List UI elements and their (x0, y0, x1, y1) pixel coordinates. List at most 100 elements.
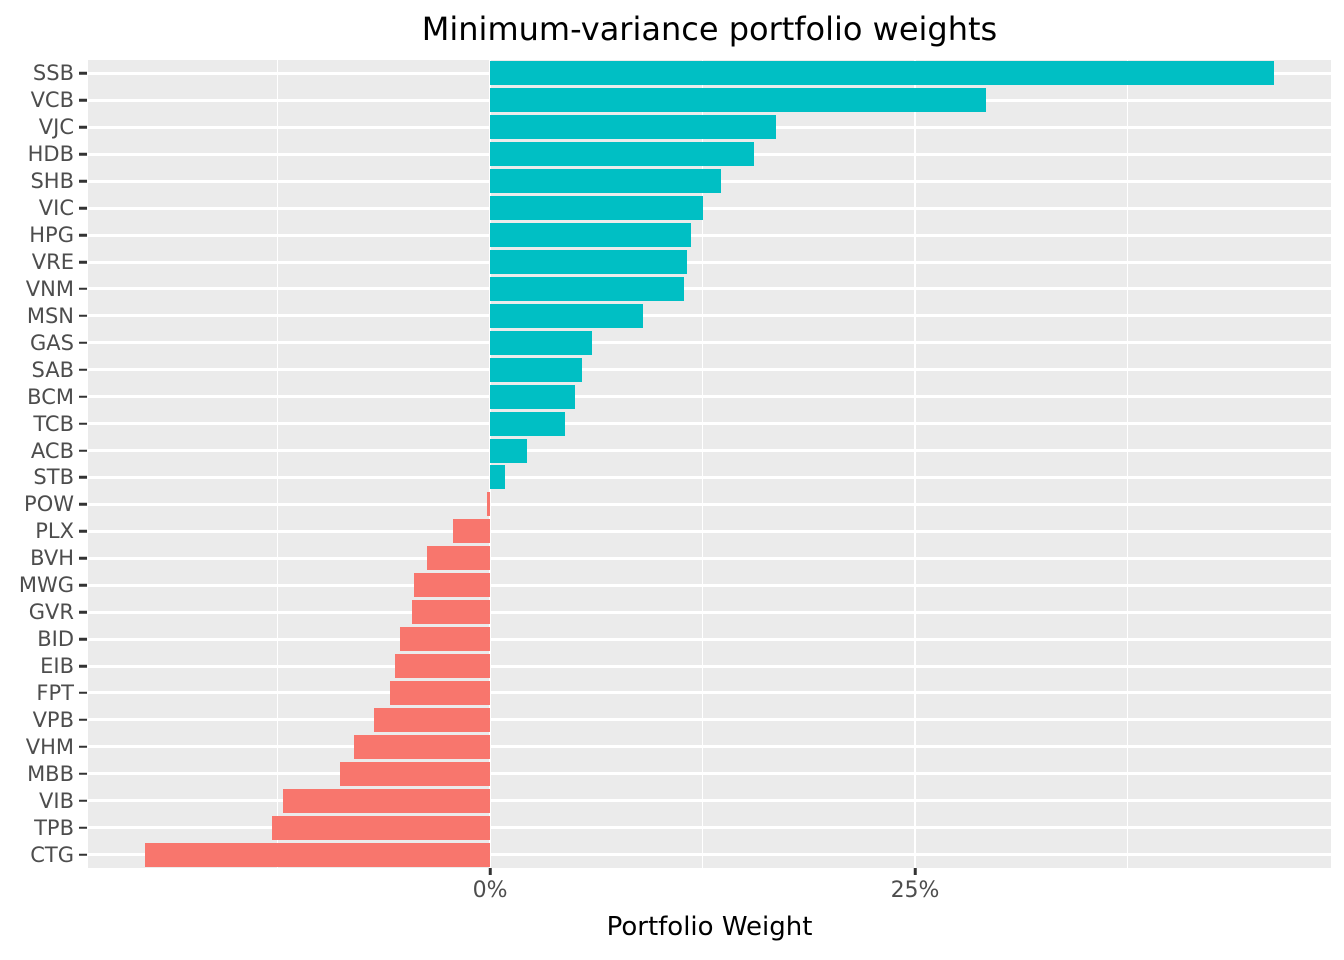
y-axis-tick (79, 853, 87, 856)
bar (490, 303, 644, 328)
x-axis-tick-label: 0% (472, 878, 508, 903)
y-axis-tick (79, 745, 87, 749)
y-axis-label: STB (33, 465, 74, 490)
y-axis-label: BCM (27, 384, 74, 409)
y-axis-tick (79, 637, 87, 641)
bar (272, 815, 491, 840)
y-major-gridline (88, 502, 1331, 506)
x-axis-tick (488, 868, 492, 875)
y-axis-tick (79, 826, 87, 829)
y-axis-label: VNM (25, 276, 74, 301)
bar (413, 573, 491, 598)
bar (490, 465, 506, 490)
y-axis-tick (79, 99, 87, 102)
y-axis-tick (79, 664, 87, 668)
y-axis-label: FPT (36, 680, 74, 705)
y-major-gridline (88, 637, 1331, 641)
y-major-gridline (88, 556, 1331, 560)
bar (490, 223, 691, 248)
y-major-gridline (88, 691, 1331, 695)
y-axis-tick (79, 772, 87, 775)
y-axis-tick (79, 691, 87, 695)
bar (354, 734, 491, 759)
y-major-gridline (88, 287, 1331, 291)
bar (490, 142, 754, 167)
y-axis-tick (79, 368, 87, 371)
y-axis-tick (79, 287, 87, 291)
bar (411, 600, 491, 625)
y-axis-label: ACB (30, 438, 74, 463)
bar (340, 761, 491, 786)
y-major-gridline (88, 341, 1331, 345)
bar (490, 357, 582, 382)
y-major-gridline (88, 422, 1331, 426)
bar (490, 61, 1274, 86)
bar (490, 250, 688, 274)
x-minor-gridline (1126, 60, 1129, 868)
y-axis-label: GAS (30, 330, 74, 355)
y-axis-label: PLX (35, 519, 74, 544)
bar (399, 627, 491, 652)
bar (490, 88, 987, 113)
y-major-gridline (88, 368, 1331, 372)
bar (374, 707, 491, 732)
y-axis-tick (79, 395, 87, 398)
y-axis-label: BVH (30, 546, 74, 571)
bar (394, 654, 491, 678)
bar (144, 842, 491, 867)
x-minor-gridline (701, 60, 704, 868)
y-axis-tick (79, 233, 87, 237)
y-axis-label: HDB (27, 142, 74, 167)
y-axis-tick (79, 530, 87, 533)
y-major-gridline (88, 664, 1331, 668)
x-axis-title: Portfolio Weight (606, 912, 813, 942)
y-axis-tick (79, 610, 87, 614)
bar (427, 546, 491, 571)
chart-title: Minimum-variance portfolio weights (421, 10, 998, 48)
y-axis-tick (79, 503, 87, 506)
y-axis-tick (79, 153, 87, 156)
y-axis-tick (79, 557, 87, 560)
bar (452, 519, 491, 544)
y-axis-tick (79, 476, 87, 479)
x-major-gridline (913, 60, 917, 868)
y-axis-label: MBB (27, 761, 74, 786)
bar (389, 680, 491, 705)
y-axis-label: VIB (39, 788, 74, 813)
y-axis-label: VJC (38, 115, 74, 140)
y-major-gridline (88, 610, 1331, 614)
y-major-gridline (88, 718, 1331, 722)
bar (490, 115, 776, 140)
y-axis-label: GVR (28, 600, 74, 625)
y-major-gridline (88, 233, 1331, 237)
y-axis-label: BID (37, 627, 74, 652)
y-axis-label: VCB (30, 88, 74, 113)
bar (490, 438, 528, 463)
x-major-gridline (488, 60, 492, 868)
y-axis-label: VRE (31, 250, 74, 274)
y-axis-tick (79, 126, 87, 129)
y-axis-tick (79, 583, 87, 587)
y-axis: SSB VCB VJC HDB SHB VIC HPG VRE VNM MSN GAS SAB BCM T… (0, 60, 88, 868)
y-major-gridline (88, 826, 1331, 830)
y-major-gridline (88, 853, 1331, 857)
y-axis-label: POW (24, 492, 74, 517)
y-axis-label: TPB (34, 815, 74, 840)
y-major-gridline (88, 206, 1331, 210)
y-major-gridline (88, 529, 1331, 533)
y-major-gridline (88, 395, 1331, 399)
y-major-gridline (88, 449, 1331, 453)
bar (490, 276, 684, 301)
y-major-gridline (88, 475, 1331, 479)
y-axis-label: CTG (30, 842, 74, 867)
y-axis-label: MWG (18, 573, 74, 598)
y-axis-tick (79, 341, 87, 345)
x-minor-gridline (276, 60, 279, 868)
plot-panel (88, 60, 1331, 868)
y-axis-tick (79, 799, 87, 802)
y-major-gridline (88, 260, 1331, 264)
y-axis-tick (79, 718, 87, 722)
bar (490, 196, 703, 221)
y-axis-tick (79, 314, 87, 318)
bar (490, 411, 565, 436)
